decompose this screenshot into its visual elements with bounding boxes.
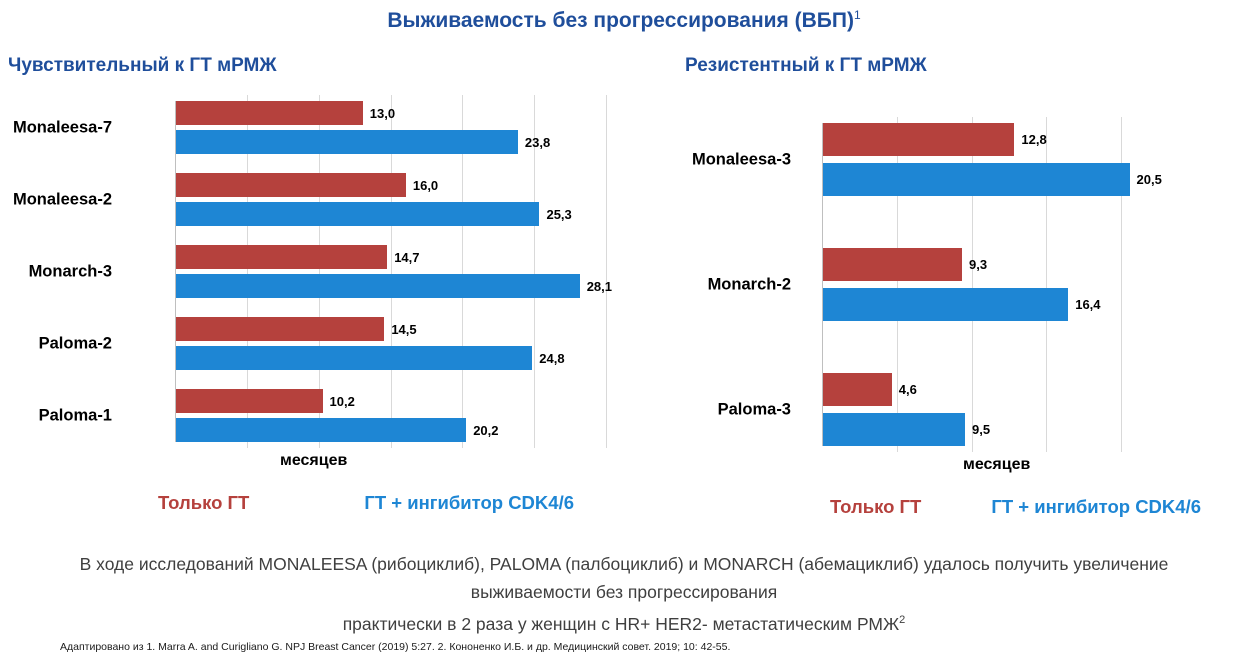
bar-ht-cdk46: [176, 418, 467, 442]
bar-ht-cdk46: [176, 130, 518, 154]
bar-ht-cdk46: [176, 346, 533, 370]
bar-only-ht: [823, 248, 963, 281]
summary-line-3: практически в 2 раза у женщин с HR+ HER2…: [342, 613, 906, 634]
bar-ht-cdk46: [176, 202, 540, 226]
bar-row: 14,5: [176, 317, 607, 341]
bar-value-label: 13,0: [369, 105, 396, 121]
bar-row: 9,3: [823, 248, 1137, 281]
summary-line-2: выживаемости без прогрессирования: [470, 582, 778, 602]
legend-item-only-ht: Только ГТ: [830, 496, 922, 517]
bar-row: 28,1: [176, 274, 612, 298]
category-label: Monaleesa-2: [12, 190, 112, 208]
bar-group: Paloma-2 14,5 24,8: [39, 317, 607, 370]
bar-only-ht: [176, 317, 385, 341]
bar-group: Monarch-2 9,3 16,4: [708, 248, 1137, 321]
bar-group: Monaleesa-7 13,0 23,8: [13, 101, 607, 154]
bar-only-ht: [176, 173, 406, 197]
bar-row: 16,4: [823, 288, 1137, 321]
bar-value-label: 20,5: [1136, 172, 1162, 187]
bar-value-label: 12,8: [1021, 132, 1047, 147]
bar-row: 23,8: [176, 130, 607, 154]
bar-row: 13,0: [176, 101, 607, 125]
chart-subtitle-sensitive: Чувствительный к ГТ мРМЖ: [8, 55, 277, 76]
gridline: [1046, 117, 1048, 452]
bar-value-label: 9,3: [969, 257, 988, 272]
bar-group: Monarch-3 14,7 28,1: [29, 245, 612, 298]
gridline: [1121, 117, 1123, 452]
bar-value-label: 28,1: [586, 278, 613, 294]
bar-row: 20,5: [823, 163, 1162, 196]
bar-row: 25,3: [176, 202, 607, 226]
bar-group: Monaleesa-3 12,8 20,5: [692, 123, 1162, 196]
bar-only-ht: [176, 101, 363, 125]
bar-value-label: 9,5: [972, 422, 991, 437]
bar-row: 16,0: [176, 173, 607, 197]
bar-value-label: 23,8: [524, 134, 551, 150]
gridline: [318, 95, 320, 448]
bar-only-ht: [176, 245, 388, 269]
legend-resistant: Только ГТ ГТ + ингибитор CDK4/6: [830, 496, 1248, 518]
chart-panel-sensitive: Чувствительный к ГТ мРМЖ Monaleesa-7 13,0…: [8, 55, 648, 514]
bar-group: Paloma-1 10,2 20,2: [39, 389, 607, 442]
bar-only-ht: [823, 373, 892, 406]
chart-subtitle-resistant: Резистентный к ГТ мРМЖ: [685, 55, 927, 76]
footnote-citation: Адаптировано из 1. Marra A. and Curiglia…: [60, 641, 731, 653]
bar-value-label: 20,2: [473, 422, 499, 438]
bar-value-label: 16,4: [1075, 297, 1101, 312]
summary-text: В ходе исследований MONALEESA (рибоцикли…: [0, 550, 1248, 638]
x-axis-label: месяцев: [963, 456, 1031, 473]
bar-row: 9,5: [823, 413, 1137, 446]
bar-value-label: 24,8: [539, 350, 565, 366]
category-label: Paloma-3: [717, 400, 791, 418]
bar-value-label: 25,3: [546, 206, 572, 222]
bar-group: Monaleesa-2 16,0 25,3: [13, 173, 607, 226]
bar-plot-sensitive: Monaleesa-7 13,0 23,8 Monaleesa-2 16,0 25,3 Mo…: [13, 95, 612, 448]
title-superscript: 1: [853, 8, 861, 22]
category-label: Monaleesa-3: [691, 150, 791, 168]
bar-only-ht: [823, 123, 1015, 156]
category-label: Paloma-2: [38, 334, 112, 352]
category-label: Monarch-3: [28, 262, 112, 280]
legend-item-ht-cdk46: ГТ + ингибитор CDK4/6: [991, 496, 1201, 517]
gridline: [606, 95, 607, 448]
bar-row: 4,6: [823, 373, 1137, 406]
legend-item-ht-cdk46: ГТ + ингибитор CDK4/6: [364, 492, 574, 513]
category-label: Monaleesa-7: [12, 118, 112, 136]
gridline: [390, 95, 392, 448]
bar-row: 24,8: [176, 346, 607, 370]
bar-value-label: 10,2: [329, 393, 355, 409]
bar-row: 12,8: [823, 123, 1137, 156]
summary-line-1: В ходе исследований MONALEESA (рибоцикли…: [79, 554, 1169, 574]
bar-value-label: 4,6: [898, 382, 917, 397]
gridline: [896, 117, 898, 452]
gridline: [534, 95, 536, 448]
bar-group: Paloma-3 4,6 9,5: [718, 373, 1137, 446]
summary-superscript: 2: [899, 614, 906, 626]
bar-plot-resistant: Monaleesa-3 12,8 20,5 Monarch-2 9,3 16,4 Palom…: [692, 117, 1162, 452]
bar-ht-cdk46: [823, 413, 966, 446]
bar-only-ht: [176, 389, 323, 413]
slide-title: Выживаемость без прогрессирования (ВБП)1: [0, 8, 1248, 33]
x-axis-label: месяцев: [280, 452, 348, 469]
gridline: [971, 117, 973, 452]
category-label: Paloma-1: [38, 406, 112, 424]
gridline: [462, 95, 464, 448]
category-label: Monarch-2: [707, 275, 791, 293]
bar-row: 14,7: [176, 245, 607, 269]
gridline: [246, 95, 248, 448]
bar-row: 10,2: [176, 389, 607, 413]
bar-value-label: 16,0: [412, 177, 439, 193]
chart-panel-resistant: Резистентный к ГТ мРМЖ Monaleesa-3 12,8 20…: [685, 55, 1248, 518]
bar-row: 20,2: [176, 418, 607, 442]
bar-ht-cdk46: [823, 288, 1069, 321]
legend-sensitive: Только ГТ ГТ + ингибитор CDK4/6: [158, 492, 648, 514]
bar-value-label: 14,7: [394, 249, 420, 265]
bar-ht-cdk46: [823, 163, 1130, 196]
legend-item-only-ht: Только ГТ: [158, 492, 250, 513]
bar-ht-cdk46: [176, 274, 580, 298]
slide-title-text: Выживаемость без прогрессирования (ВБП): [387, 9, 854, 32]
bar-value-label: 14,5: [391, 321, 417, 337]
